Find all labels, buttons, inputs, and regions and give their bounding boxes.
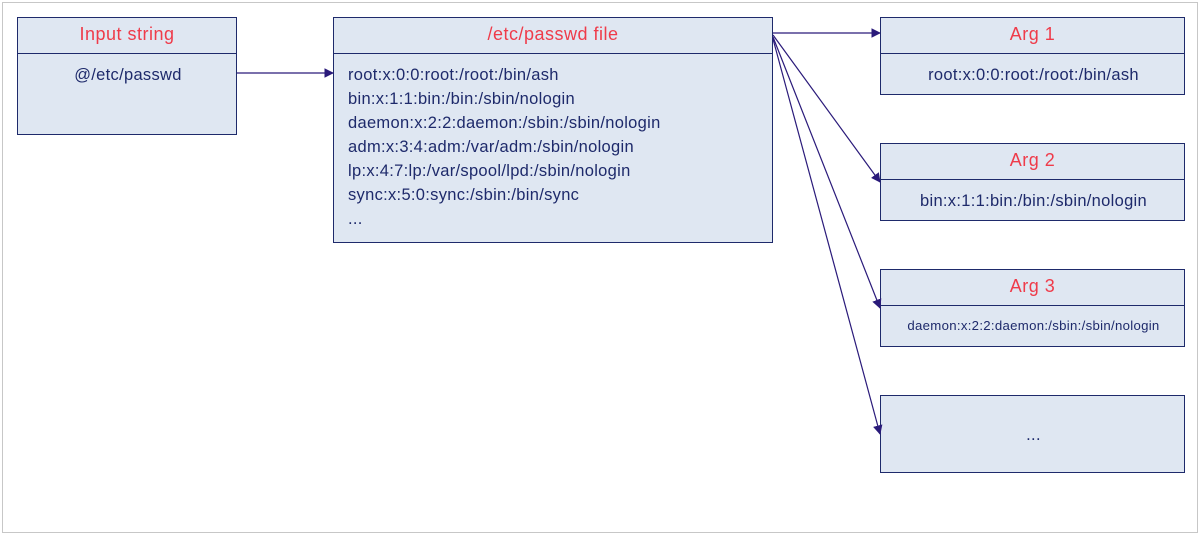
node-arg-3: Arg 3 daemon:x:2:2:daemon:/sbin:/sbin/no… <box>880 269 1185 347</box>
node-input-title: Input string <box>18 18 236 54</box>
node-arg2-body: bin:x:1:1:bin:/bin:/sbin/nologin <box>881 180 1184 224</box>
node-arg-2: Arg 2 bin:x:1:1:bin:/bin:/sbin/nologin <box>880 143 1185 221</box>
node-arg3-body: daemon:x:2:2:daemon:/sbin:/sbin/nologin <box>881 306 1184 345</box>
node-file-title: /etc/passwd file <box>334 18 772 54</box>
node-passwd-file: /etc/passwd file root:x:0:0:root:/root:/… <box>333 17 773 243</box>
node-more-body: ... <box>881 396 1184 458</box>
node-arg2-title: Arg 2 <box>881 144 1184 180</box>
node-arg3-title: Arg 3 <box>881 270 1184 306</box>
diagram-canvas: Input string @/etc/passwd /etc/passwd fi… <box>2 2 1198 533</box>
edge-file-to-arg3 <box>773 37 880 308</box>
node-file-body: root:x:0:0:root:/root:/bin/ash bin:x:1:1… <box>334 54 772 241</box>
edge-file-to-arg2 <box>773 35 880 182</box>
node-more: ... <box>880 395 1185 473</box>
node-arg1-title: Arg 1 <box>881 18 1184 54</box>
node-arg-1: Arg 1 root:x:0:0:root:/root:/bin/ash <box>880 17 1185 95</box>
node-input-string: Input string @/etc/passwd <box>17 17 237 135</box>
edge-file-to-more <box>773 39 880 434</box>
node-arg1-body: root:x:0:0:root:/root:/bin/ash <box>881 54 1184 98</box>
node-input-body: @/etc/passwd <box>18 54 236 98</box>
